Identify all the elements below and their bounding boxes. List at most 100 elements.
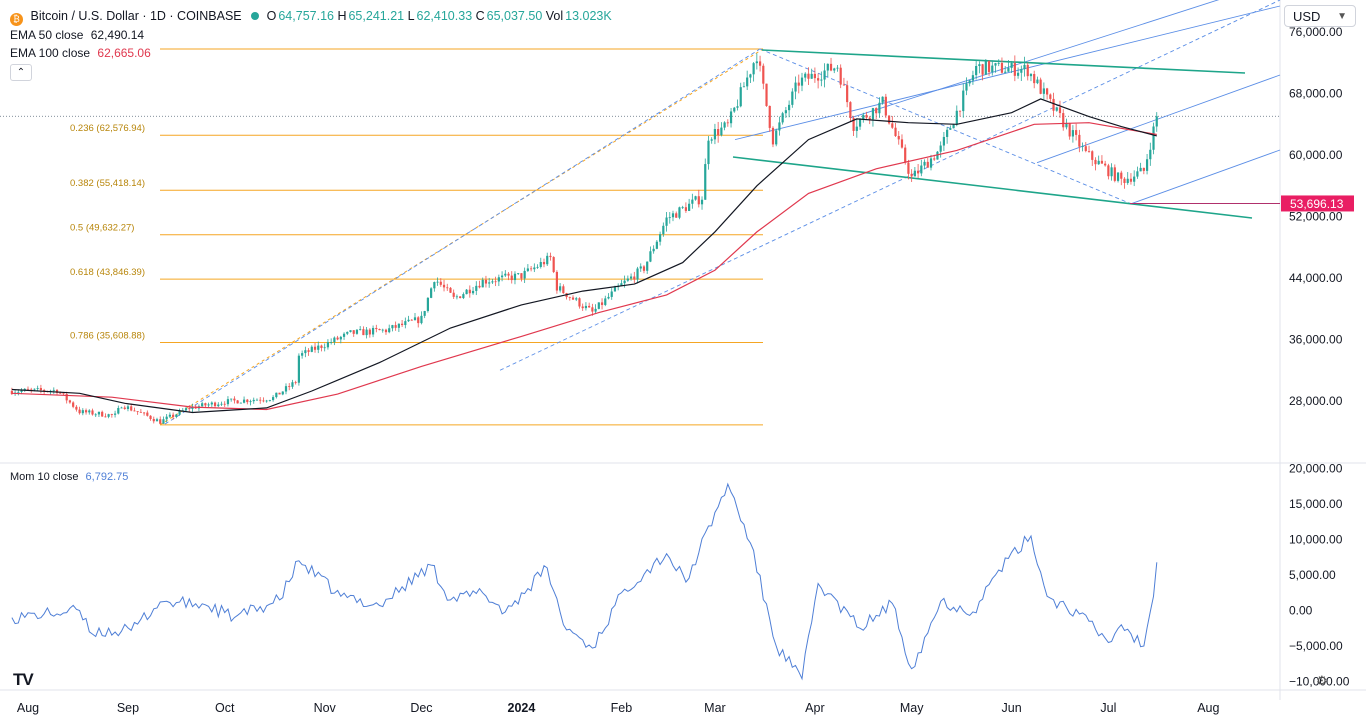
candle-body xyxy=(742,86,746,88)
candle-body xyxy=(223,403,226,405)
candle-body xyxy=(388,328,391,333)
ema50-value: 62,490.14 xyxy=(90,28,145,42)
chevron-up-icon: ⌃ xyxy=(16,67,26,78)
candle-body xyxy=(1084,146,1087,151)
candle-body xyxy=(81,410,84,414)
tradingview-logo[interactable]: TV xyxy=(13,670,34,690)
candle-body xyxy=(1139,167,1142,172)
candle-body xyxy=(162,419,165,424)
candle-body xyxy=(152,418,155,422)
candle-body xyxy=(326,342,330,348)
high-label: H xyxy=(337,9,347,23)
candle-body xyxy=(339,336,342,340)
candle-body xyxy=(394,325,397,328)
candle-body xyxy=(72,402,75,407)
candle-body xyxy=(929,158,933,168)
candle-body xyxy=(33,388,36,390)
momentum-tick-label: −5,000.00 xyxy=(1289,639,1343,653)
candle-body xyxy=(36,388,39,389)
candle-body xyxy=(10,391,13,394)
candle-body xyxy=(401,323,404,326)
candle-body xyxy=(230,398,233,400)
candle-body xyxy=(591,307,594,312)
candle-body xyxy=(858,119,862,127)
candle-body xyxy=(172,414,175,417)
candle-body xyxy=(239,402,242,404)
collapse-legend-button[interactable]: ⌃ xyxy=(10,64,32,81)
candle-body xyxy=(971,75,975,81)
candle-body xyxy=(97,411,101,415)
candle-body xyxy=(752,63,755,75)
candle-body xyxy=(875,108,878,114)
candle-body xyxy=(552,257,555,272)
candle-body xyxy=(755,61,758,64)
candle-body xyxy=(281,391,284,395)
candle-body xyxy=(810,73,813,79)
candle-body xyxy=(578,298,581,307)
candle-body xyxy=(862,114,865,120)
candle-body xyxy=(494,281,497,283)
price-tick-label: 36,000.00 xyxy=(1289,333,1343,347)
candle-body xyxy=(691,199,694,204)
candle-body xyxy=(965,83,968,91)
candle-body xyxy=(226,399,230,405)
currency-select[interactable]: USD ▼ xyxy=(1284,5,1356,27)
candle-body xyxy=(136,411,139,412)
candle-body xyxy=(130,406,133,411)
pitchfork-line-d xyxy=(1131,149,1281,204)
candle-body xyxy=(452,292,455,297)
ema50-legend[interactable]: EMA 50 close 62,490.14 xyxy=(10,28,144,42)
candle-body xyxy=(381,329,384,331)
symbol-title[interactable]: Bitcoin / U.S. Dollar · 1D · COINBASE xyxy=(30,9,242,23)
candle-body xyxy=(849,102,852,119)
candle-body xyxy=(1020,69,1023,73)
candle-body xyxy=(272,397,275,401)
momentum-legend[interactable]: Mom 10 close 6,792.75 xyxy=(10,471,128,483)
candle-body xyxy=(991,65,994,73)
candle-body xyxy=(384,329,388,333)
candle-body xyxy=(233,398,236,401)
candle-body xyxy=(771,127,775,145)
candle-body xyxy=(804,73,807,78)
candle-body xyxy=(942,136,945,146)
candle-body xyxy=(410,319,413,321)
gear-icon[interactable]: ⚙ xyxy=(1316,673,1328,688)
candle-body xyxy=(481,279,484,288)
candle-body xyxy=(75,406,78,410)
candle-body xyxy=(1136,171,1139,177)
candle-body xyxy=(887,115,891,124)
candle-body xyxy=(758,61,762,66)
candle-body xyxy=(1152,126,1155,150)
candle-body xyxy=(952,124,955,129)
candle-body xyxy=(397,323,400,328)
candle-body xyxy=(820,79,823,81)
price-tick-label: 68,000.00 xyxy=(1289,87,1343,101)
candle-body xyxy=(588,305,591,308)
candle-body xyxy=(768,105,771,128)
candle-body xyxy=(749,74,752,78)
candle-body xyxy=(784,110,787,114)
candle-body xyxy=(720,127,723,136)
candle-body xyxy=(375,327,378,330)
candle-body xyxy=(342,333,346,337)
candle-body xyxy=(878,102,881,114)
candle-body xyxy=(210,402,213,405)
candle-body xyxy=(688,203,691,211)
candle-body xyxy=(407,319,410,322)
candle-body xyxy=(246,399,249,403)
ema100-legend[interactable]: EMA 100 close 62,665.06 xyxy=(10,46,151,60)
candle-body xyxy=(891,123,894,128)
candle-body xyxy=(626,278,629,281)
candle-body xyxy=(549,255,552,258)
candle-body xyxy=(313,346,317,350)
candle-body xyxy=(139,411,142,413)
candle-body xyxy=(1091,151,1094,160)
candle-body xyxy=(533,267,536,270)
candle-body xyxy=(488,282,491,284)
candle-body xyxy=(694,196,697,200)
candle-body xyxy=(465,289,468,295)
candle-body xyxy=(91,410,94,415)
candle-body xyxy=(581,306,584,309)
momentum-tick-label: −10,000.00 xyxy=(1289,675,1350,689)
